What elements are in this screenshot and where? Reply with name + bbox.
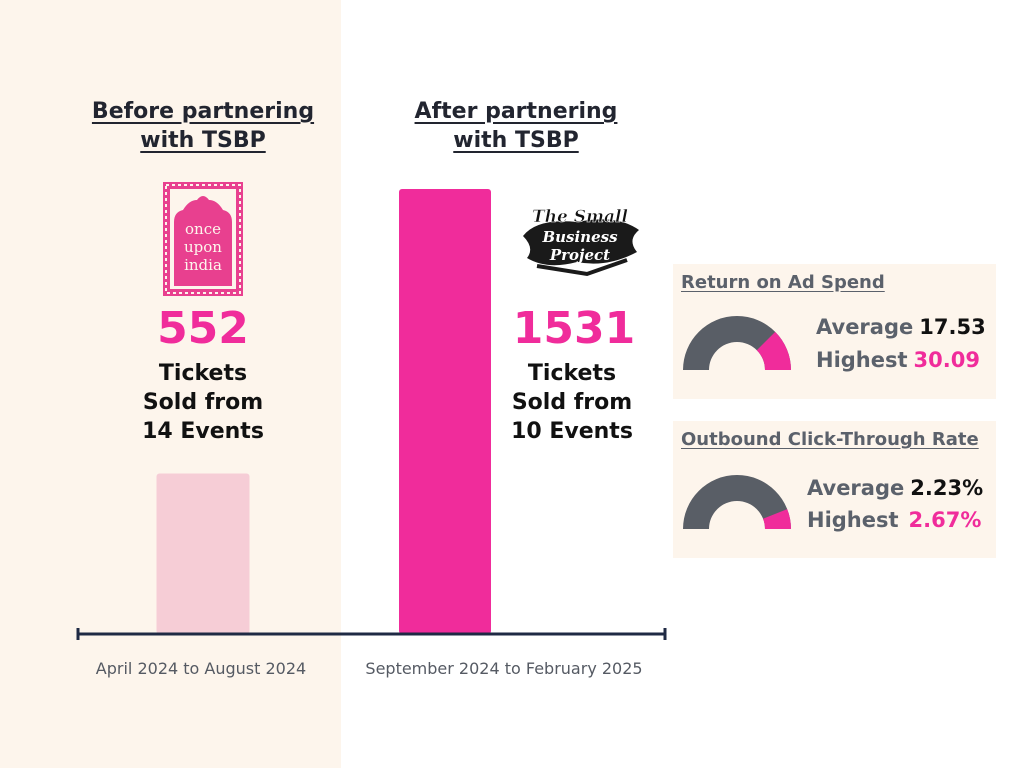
tsbp-word-3: Project [549,246,610,264]
the-small-business-project-logo: The Small Business Project [523,207,639,277]
ctr-average-value: 2.23% [910,476,984,500]
left-panel [0,0,341,768]
before-ticket-count: 552 [157,303,249,354]
after-description: Tickets Sold from 10 Events [511,361,633,444]
roas-average-label: Average [816,315,914,339]
before-heading-line2: with TSBP [140,128,266,153]
after-heading-line2: with TSBP [453,128,579,153]
roas-card: Return on Ad Spend Average 17.53 Highest 3… [673,264,996,399]
ctr-gauge-fill [763,509,791,529]
before-period-label: April 2024 to August 2024 [95,659,307,678]
logo-word-once: once [185,220,221,238]
after-heading: After partnering with TSBP [366,97,666,155]
before-heading: Before partnering with TSBP [53,97,353,155]
ctr-average-label: Average [807,476,905,500]
before-heading-line1: Before partnering [91,99,315,124]
after-period-label: September 2024 to February 2025 [365,659,643,678]
ctr-title: Outbound Click-Through Rate [681,429,979,450]
ctr-gauge [683,475,791,529]
once-upon-india-logo: once upon india [163,182,243,296]
after-ticket-count: 1531 [512,303,636,354]
roas-highest-label: Highest [816,348,908,372]
ctr-average-row: Average 2.23% [807,476,983,500]
roas-average-value: 17.53 [919,315,986,339]
roas-average-row: Average 17.53 [816,315,986,339]
ctr-card: Outbound Click-Through Rate Average 2.23%… [673,421,996,558]
roas-gauge-fill [756,331,791,370]
ctr-gauge-track [683,475,791,529]
tsbp-word-1: The Small [532,207,628,227]
ctr-highest-value: 2.67% [908,508,982,532]
roas-highest-row: Highest 30.09 [816,348,980,372]
logo-word-india: india [184,256,222,274]
after-heading-line1: After partnering [414,99,618,124]
before-description: Tickets Sold from 14 Events [142,361,264,444]
roas-gauge [683,316,791,370]
tsbp-word-2: Business [541,228,618,246]
roas-highest-value: 30.09 [913,348,980,372]
roas-title: Return on Ad Spend [681,272,885,293]
ctr-highest-label: Highest [807,508,899,532]
logo-word-upon: upon [184,238,222,256]
ctr-highest-row: Highest 2.67% [807,508,981,532]
